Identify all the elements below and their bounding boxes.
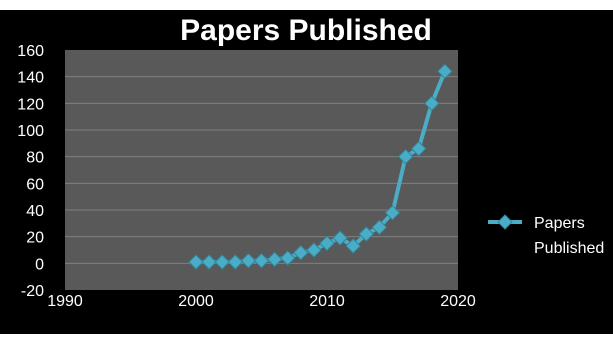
- data-point: [332, 230, 348, 246]
- data-point: [227, 254, 244, 270]
- y-tick-label: -20: [21, 283, 44, 300]
- x-tick-label: 2010: [309, 293, 345, 310]
- y-tick-label: 20: [26, 230, 44, 247]
- y-tick-label: 80: [26, 150, 44, 167]
- data-point: [240, 252, 257, 269]
- plot-area: [65, 50, 458, 290]
- y-tick-label: 160: [17, 43, 44, 60]
- x-tick-label: 2000: [178, 293, 214, 310]
- y-tick-label: 100: [17, 123, 44, 140]
- data-point: [266, 251, 283, 268]
- legend: Papers Published: [488, 214, 604, 257]
- data-point: [201, 254, 217, 270]
- data-point: [253, 252, 270, 269]
- data-point: [306, 242, 322, 258]
- legend-label-line2: Published: [534, 240, 604, 257]
- data-point: [358, 226, 375, 242]
- y-tick-label: 140: [17, 70, 44, 87]
- data-point: [424, 95, 440, 112]
- y-tick-label: 120: [17, 96, 44, 113]
- data-point: [371, 219, 388, 236]
- legend-label-line1: Papers: [534, 215, 585, 232]
- data-point: [345, 238, 361, 254]
- x-tick-label: 1990: [47, 293, 83, 310]
- legend-marker: [497, 214, 513, 230]
- y-tick-label: 60: [26, 176, 44, 193]
- chart-title: Papers Published: [180, 14, 432, 47]
- data-point: [319, 235, 335, 252]
- y-tick-label: 40: [26, 203, 44, 220]
- data-point: [397, 148, 414, 165]
- x-tick-label: 2020: [440, 293, 476, 310]
- data-point: [293, 244, 309, 261]
- plot-layer: -20 0 20 40 60 80 100 120 140 160 1990 2000 2010 2020: [17, 43, 476, 310]
- data-point: [214, 254, 230, 270]
- data-point: [410, 140, 427, 157]
- y-tick-label: 0: [35, 256, 44, 273]
- data-point: [279, 250, 296, 266]
- data-point: [437, 63, 453, 80]
- data-point: [384, 204, 401, 221]
- data-point: [188, 254, 204, 270]
